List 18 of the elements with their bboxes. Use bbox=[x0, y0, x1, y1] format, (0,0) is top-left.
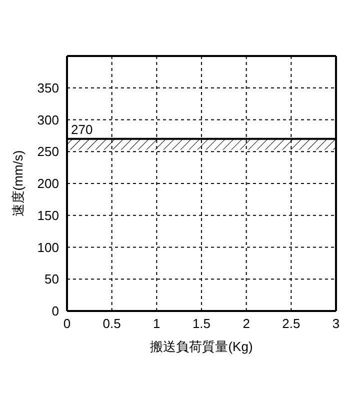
y-tick-label: 350 bbox=[37, 80, 59, 96]
y-tick-label: 150 bbox=[37, 208, 59, 223]
x-axis-title: 搬送負荷質量(Kg) bbox=[150, 339, 253, 354]
x-tick-label: 1 bbox=[153, 316, 160, 332]
y-tick-label: 50 bbox=[44, 272, 59, 287]
x-tick-label: 0 bbox=[63, 316, 71, 332]
y-tick-label: 0 bbox=[52, 304, 59, 319]
annotation: 270 bbox=[71, 122, 93, 137]
y-tick-label: 100 bbox=[37, 240, 59, 255]
x-tick-label: 2 bbox=[242, 316, 250, 332]
x-tick-label: 3 bbox=[332, 316, 340, 332]
y-tick-label: 300 bbox=[37, 112, 59, 128]
y-tick-label: 200 bbox=[37, 176, 59, 192]
y-axis-title: 速度(mm/s) bbox=[10, 150, 26, 217]
x-tick-label: 0.5 bbox=[102, 316, 121, 332]
y-tick-label: 250 bbox=[37, 144, 59, 160]
x-tick-label: 2.5 bbox=[282, 316, 300, 332]
x-tick-label: 1.5 bbox=[192, 316, 211, 332]
